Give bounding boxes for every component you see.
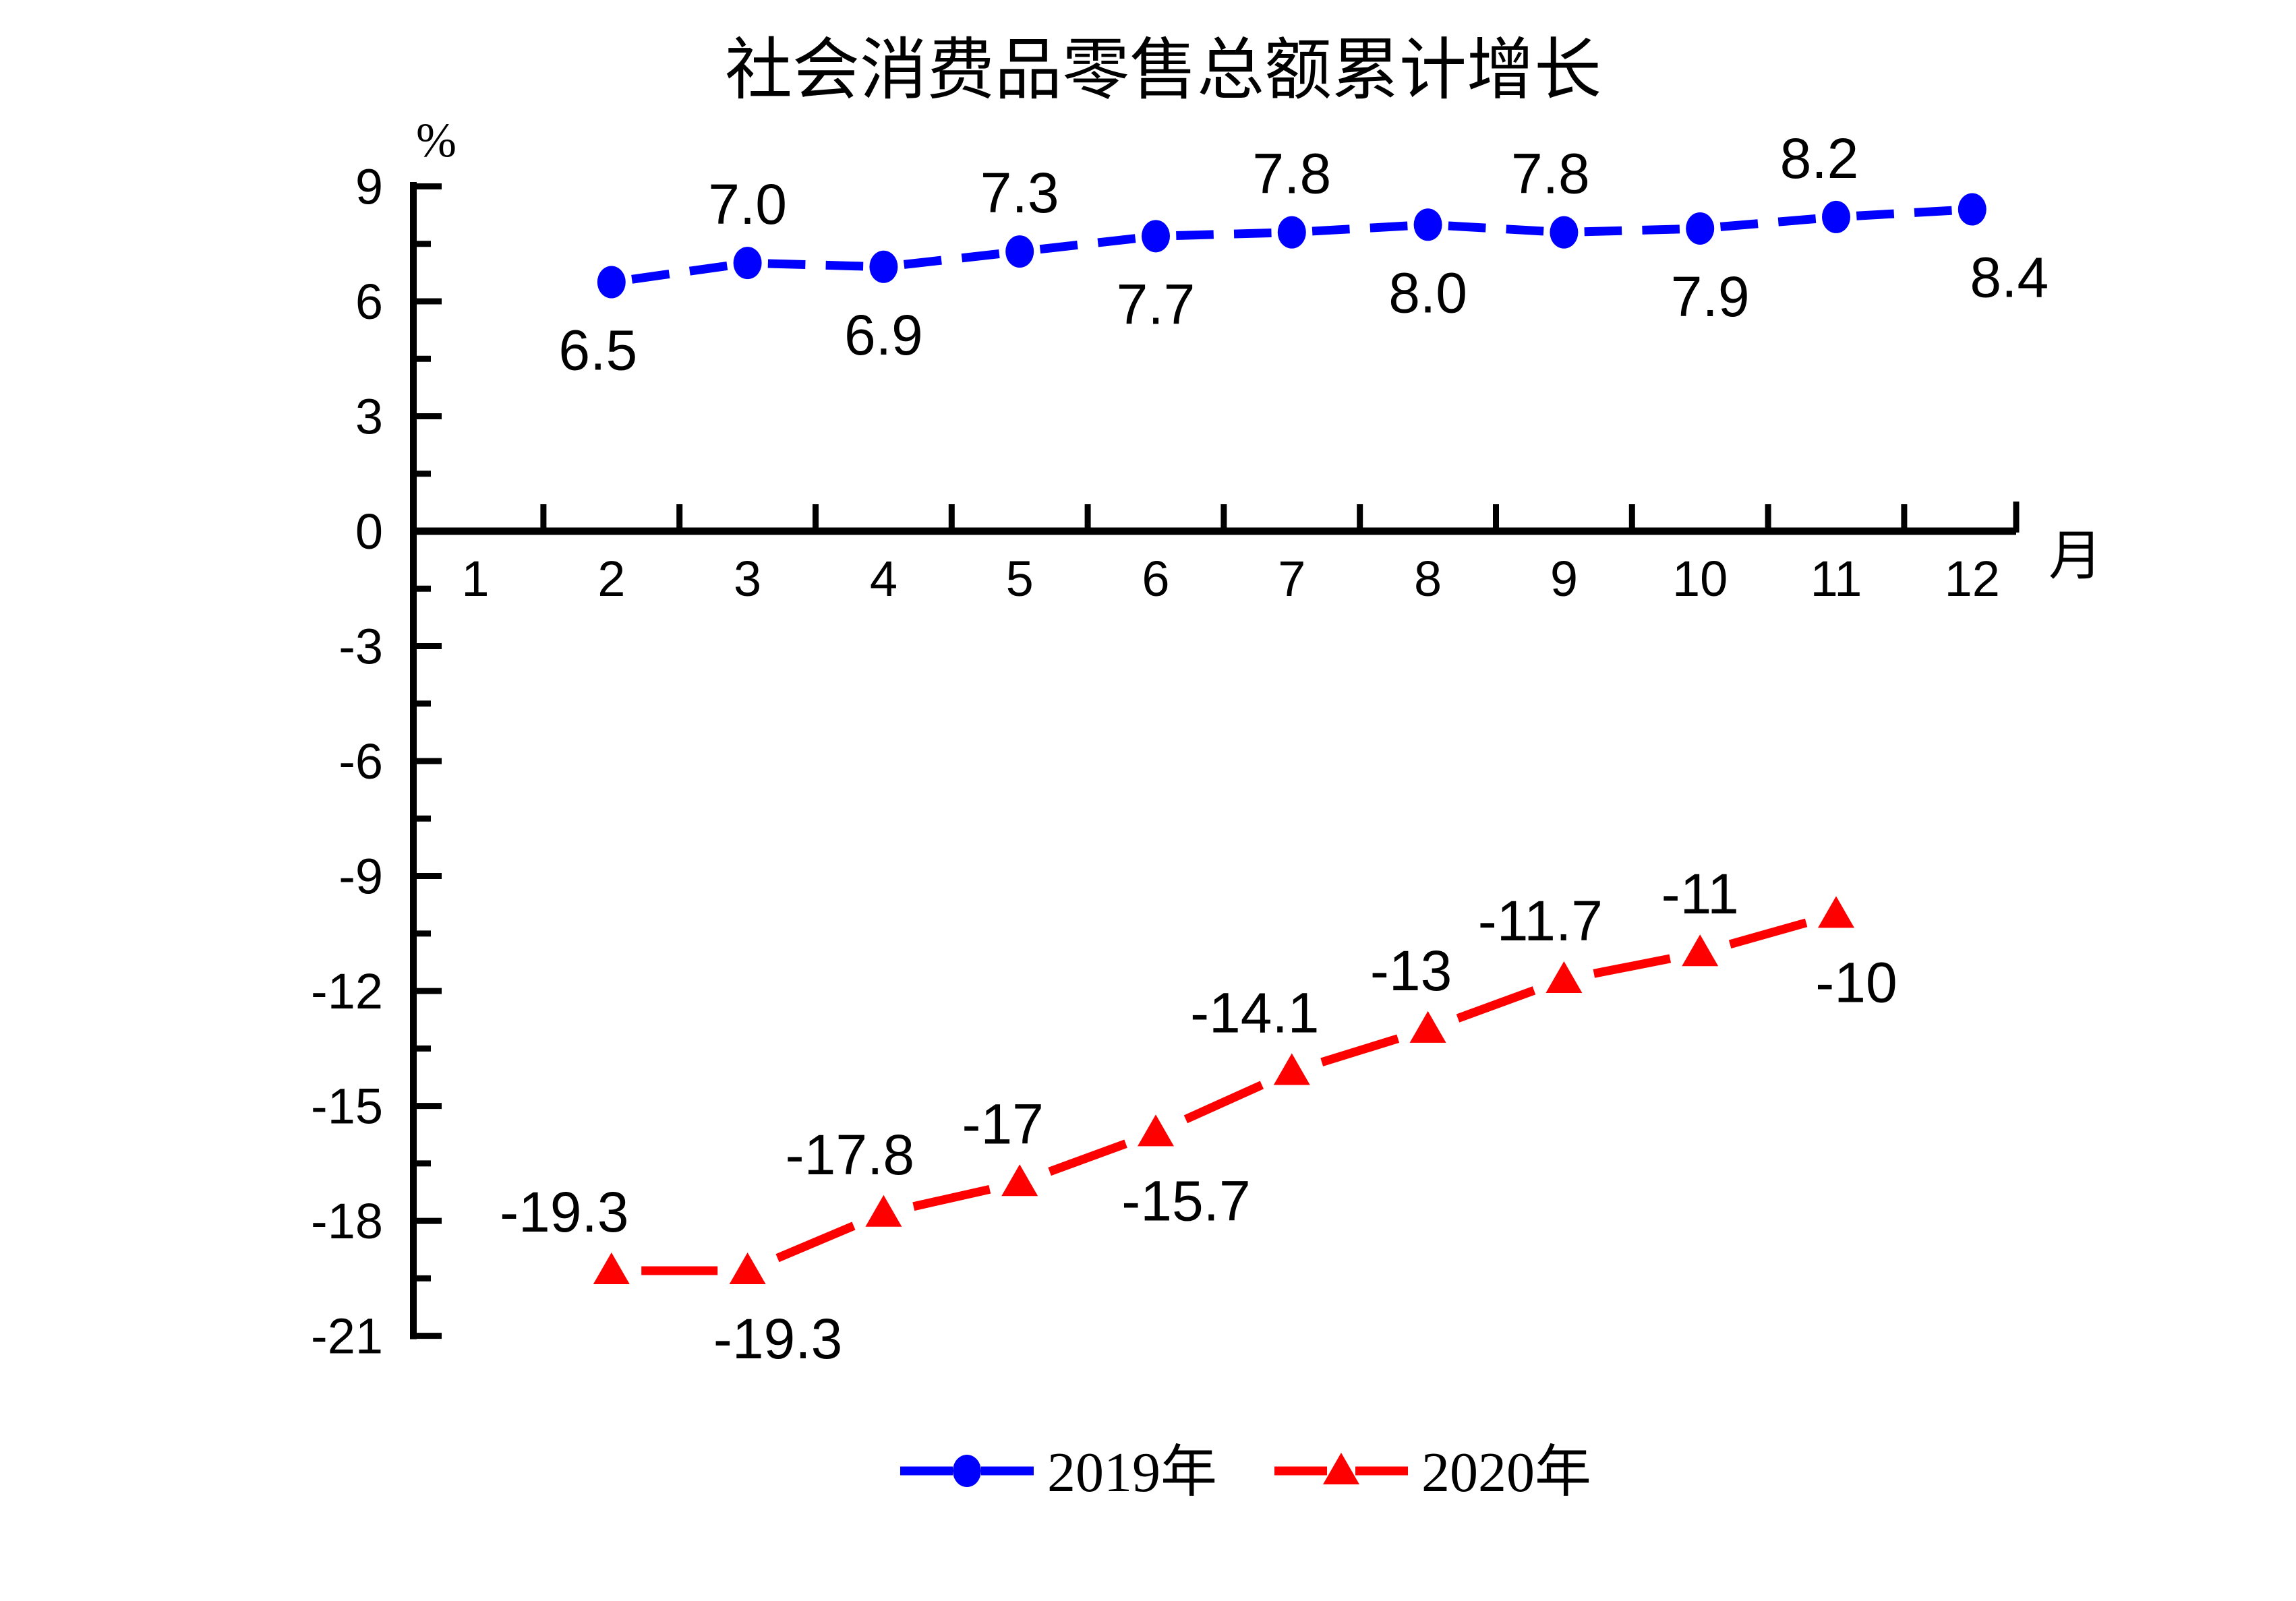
data-point-marker bbox=[1273, 1053, 1310, 1085]
y-tick-label: -9 bbox=[338, 849, 383, 905]
y-axis-unit-label: % bbox=[416, 113, 457, 167]
series-line-segment bbox=[1835, 205, 1973, 222]
x-tick-label: 9 bbox=[1550, 551, 1578, 607]
data-point-marker bbox=[1409, 1010, 1446, 1043]
data-point-label: -19.3 bbox=[713, 1307, 842, 1370]
data-point-marker bbox=[1323, 1453, 1359, 1484]
series-2020年: -19.3 -19.3 -17.8 -17 -15.7 -14.1 -13 -11.7 -11 -… bbox=[500, 862, 1897, 1370]
series-line-segment bbox=[746, 1209, 885, 1275]
series-line-segment bbox=[1291, 220, 1428, 237]
data-point-marker bbox=[1138, 1114, 1174, 1147]
data-point-label: -14.1 bbox=[1190, 981, 1319, 1044]
series-line-segment bbox=[883, 247, 1020, 272]
y-tick-label: -18 bbox=[311, 1193, 383, 1249]
series-line-segment bbox=[747, 258, 884, 272]
data-point-marker bbox=[1546, 961, 1583, 994]
data-point-marker bbox=[1550, 216, 1579, 249]
data-point-label: 8.2 bbox=[1780, 127, 1859, 190]
data-point-marker bbox=[1818, 896, 1854, 928]
data-point-marker bbox=[1001, 1164, 1038, 1197]
data-point-marker bbox=[1413, 208, 1442, 241]
y-tick-label: -15 bbox=[311, 1079, 383, 1135]
x-axis-unit-label: 月 bbox=[2049, 527, 2102, 586]
y-tick-label: -12 bbox=[311, 963, 383, 1019]
series-line-segment bbox=[1564, 224, 1701, 237]
data-point-label: 7.7 bbox=[1117, 272, 1196, 336]
data-point-marker bbox=[1142, 220, 1170, 253]
data-point-label: 7.8 bbox=[1511, 142, 1590, 206]
data-point-label: -11.7 bbox=[1478, 889, 1603, 953]
x-tick-label: 2 bbox=[597, 551, 625, 607]
data-point-marker bbox=[729, 1252, 766, 1285]
data-point-marker bbox=[1682, 934, 1719, 967]
legend-item-2019年: 2019年 bbox=[900, 1441, 1217, 1504]
series-line-segment bbox=[610, 258, 748, 286]
data-point-marker bbox=[1958, 193, 1986, 226]
data-point-label: 6.9 bbox=[844, 303, 923, 367]
data-point-marker bbox=[869, 250, 898, 283]
data-point-marker bbox=[1005, 235, 1034, 268]
data-point-marker bbox=[865, 1195, 902, 1227]
series-line-segment bbox=[1155, 228, 1292, 241]
x-tick-label: 11 bbox=[1811, 551, 1862, 607]
legend-label: 2020年 bbox=[1421, 1441, 1591, 1504]
x-tick-label: 1 bbox=[461, 551, 489, 607]
x-tick-label: 10 bbox=[1672, 551, 1728, 607]
series-line-segment bbox=[1427, 220, 1564, 237]
chart-title: 社会消费品零售总额累计增长 bbox=[725, 33, 1601, 108]
data-point-marker bbox=[953, 1455, 981, 1487]
x-tick-label: 8 bbox=[1414, 551, 1442, 607]
series-line-segment bbox=[1699, 212, 1837, 233]
data-point-label: 7.9 bbox=[1671, 265, 1750, 328]
data-point-marker bbox=[597, 266, 626, 299]
data-point-label: 8.0 bbox=[1388, 261, 1467, 324]
series-line-segment bbox=[1154, 1067, 1294, 1137]
series-2019年: 6.5 7.0 6.9 7.3 7.7 7.8 8.0 7.8 7.9 8.2 8.4 bbox=[558, 127, 2049, 382]
x-tick-label: 12 bbox=[1945, 551, 2000, 607]
x-tick-label: 3 bbox=[734, 551, 761, 607]
data-point-label: 6.5 bbox=[558, 319, 637, 382]
y-tick-label: 9 bbox=[355, 158, 383, 214]
data-point-label: -19.3 bbox=[500, 1180, 628, 1244]
y-tick-label: 0 bbox=[355, 504, 383, 560]
data-point-label: -15.7 bbox=[1121, 1169, 1250, 1232]
data-point-marker bbox=[593, 1252, 630, 1285]
data-point-marker bbox=[1277, 216, 1306, 249]
series-line-segment bbox=[1563, 948, 1701, 984]
series-line-segment bbox=[1019, 231, 1156, 256]
series: 6.57.06.97.37.77.88.07.87.98.28.4-19.3-1… bbox=[500, 127, 2049, 1370]
data-point-label: 7.0 bbox=[708, 173, 787, 236]
series-line-segment bbox=[882, 1178, 1021, 1218]
x-tick-label: 7 bbox=[1278, 551, 1305, 607]
data-point-label: -13 bbox=[1370, 939, 1452, 1002]
series-line-segment bbox=[1426, 975, 1566, 1034]
y-tick-label: 3 bbox=[355, 388, 383, 444]
legend-label: 2019年 bbox=[1047, 1441, 1217, 1504]
data-point-label: -11 bbox=[1661, 862, 1739, 926]
y-tick-label: -6 bbox=[338, 733, 383, 789]
data-point-label: -17.8 bbox=[786, 1123, 914, 1186]
legend-item-2020年: 2020年 bbox=[1274, 1441, 1591, 1504]
y-tick-label: -21 bbox=[311, 1308, 383, 1364]
data-point-label: 8.4 bbox=[1970, 246, 2049, 309]
y-tick-label: -3 bbox=[338, 619, 383, 675]
data-point-label: 7.3 bbox=[980, 161, 1059, 224]
y-tick-label: 6 bbox=[355, 274, 383, 330]
legend: 2019年 2020年 bbox=[900, 1441, 1591, 1504]
data-point-marker bbox=[733, 247, 762, 280]
data-point-marker bbox=[1686, 212, 1715, 245]
data-point-label: -10 bbox=[1815, 950, 1897, 1014]
x-tick-label: 5 bbox=[1006, 551, 1034, 607]
series-line-segment bbox=[1290, 1025, 1430, 1076]
data-point-label: 7.8 bbox=[1252, 142, 1331, 206]
series-line-segment bbox=[1018, 1128, 1158, 1187]
x-tick-label: 6 bbox=[1142, 551, 1169, 607]
series-line-segment bbox=[1699, 910, 1837, 957]
data-point-label: -17 bbox=[962, 1092, 1043, 1155]
x-tick-label: 4 bbox=[870, 551, 897, 607]
data-point-marker bbox=[1822, 200, 1850, 233]
